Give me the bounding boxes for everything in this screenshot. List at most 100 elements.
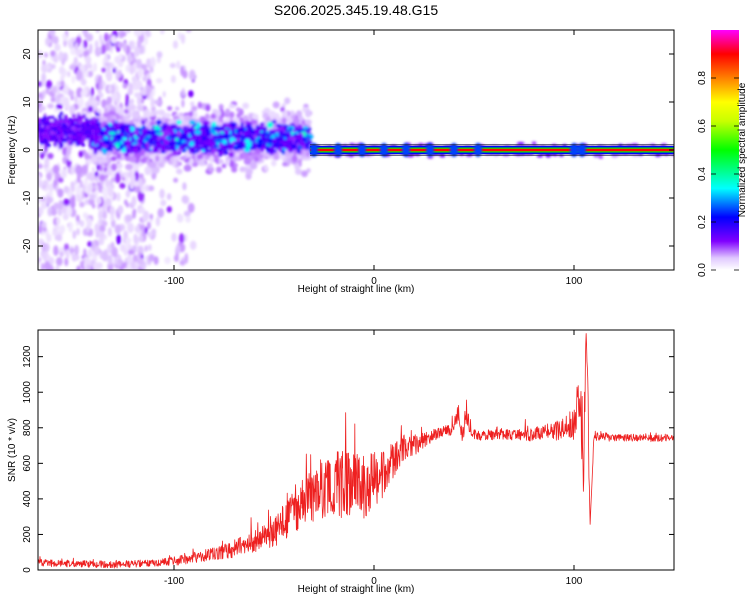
spectrogram-cell [97, 230, 105, 239]
spectrogram-cell [131, 195, 137, 207]
spectrogram-cell [58, 51, 64, 62]
spectrogram-cell [94, 184, 99, 190]
spectrogram-cell [144, 30, 151, 38]
page-title: S206.2025.345.19.48.G15 [274, 2, 438, 18]
spectrogram-cell [47, 115, 52, 120]
spectrogram-cell [105, 169, 112, 176]
spectrogram-cell [38, 224, 43, 234]
spectrogram-cell [118, 53, 123, 60]
spectrogram-cell [67, 120, 72, 125]
spectrogram-cell [119, 140, 124, 145]
spectrogram-cell [56, 216, 61, 226]
spectrogram-cell [40, 200, 48, 210]
spectrogram-cell [76, 228, 80, 236]
spectrogram-cell [251, 152, 257, 159]
spectrogram-cell [63, 114, 68, 119]
spectrogram-cell [115, 142, 120, 149]
spectrogram-cell [124, 109, 129, 114]
spectrogram-cell [45, 64, 51, 71]
spectrogram-cell [98, 224, 106, 233]
spectrogram-cell [155, 155, 160, 162]
spectrogram-cell [297, 124, 303, 129]
spectrogram-cell [225, 108, 231, 115]
spectrogram-cell [84, 177, 89, 188]
spectrogram-cell [160, 199, 167, 207]
spectrogram-cell [63, 198, 70, 206]
spectrogram-cell [66, 139, 71, 144]
spectrogram-cell [101, 44, 107, 55]
spectrogram-cell [259, 122, 265, 127]
spectrogram-cell [178, 145, 182, 150]
spectrogram-cell [138, 207, 146, 214]
spectrogram-cell [57, 125, 62, 130]
spectrogram-cell [208, 138, 213, 143]
spectrogram-cell [38, 257, 42, 263]
spectrogram-cell [50, 137, 55, 142]
spectrogram-cell [281, 110, 289, 118]
spectrogram-cell [94, 223, 100, 234]
spectrogram-cell [70, 166, 75, 175]
spectrogram-cell [261, 145, 265, 151]
spectrogram-cell [191, 105, 198, 112]
spectrogram-cell [149, 161, 157, 169]
spectrogram-cell [152, 146, 159, 154]
spectrogram-cell [187, 202, 195, 213]
spectrogram-cell [140, 87, 148, 96]
spectrogram-cell [192, 144, 198, 149]
spectrogram-cell [118, 69, 122, 78]
spectrogram-cell [149, 65, 154, 74]
spectrogram-cell [126, 140, 131, 145]
spectrogram-cell [45, 79, 53, 90]
spectrogram-cell [104, 139, 108, 144]
spectrogram-cell [98, 174, 106, 182]
spectrogram-cell [97, 143, 103, 151]
spectrogram-cell [174, 106, 180, 111]
spectrogram-cell [140, 134, 145, 139]
spectrogram-cell [56, 230, 64, 236]
spectrogram-cell [136, 39, 142, 48]
spectrogram-cell [228, 151, 235, 158]
spectrogram-cell [110, 214, 115, 222]
spectrogram-cell [143, 131, 149, 136]
spectrogram-cell [112, 136, 116, 144]
spectrogram-cell [277, 127, 281, 132]
spectrogram-cell [83, 30, 89, 38]
spectrogram-cell [205, 104, 211, 112]
spectrogram-cell [122, 115, 128, 121]
spectrogram-cell [182, 119, 191, 126]
spectrogram-cell [91, 116, 96, 121]
spectrogram-cell [163, 112, 172, 118]
spectrogram-cell [95, 30, 100, 33]
spectrogram-cell [258, 139, 263, 146]
spectrogram-cell [123, 152, 130, 157]
spectrogram-cell [220, 144, 225, 149]
spectrogram-cell [102, 81, 107, 87]
spectrogram-cell [242, 102, 250, 109]
spectrogram-cell [281, 149, 286, 155]
spectrogram-cell [142, 75, 148, 82]
spectrogram-cell [251, 113, 259, 120]
spectrogram-cell [134, 46, 140, 57]
spectrogram-cell [93, 148, 98, 155]
spectrogram-cell [245, 168, 254, 175]
spectrogram-cell [185, 30, 192, 33]
spectrogram-cell [87, 248, 92, 258]
spectrogram-cell [47, 152, 54, 160]
spectrogram-cell [214, 138, 221, 142]
spectrogram-cell [275, 123, 281, 128]
spectrogram-cell [71, 181, 75, 193]
spectrogram-cell [292, 136, 296, 142]
spectrogram-cell [246, 133, 252, 138]
spectrogram-cell [189, 119, 196, 125]
spectrogram-cell [235, 138, 241, 143]
spectrogram-cell [242, 115, 249, 121]
spectrogram-cell [296, 148, 301, 154]
spectrogram-cell [59, 133, 64, 138]
spectrogram-cell [45, 37, 51, 47]
spectrogram-cell [218, 133, 224, 139]
spectrogram-cell [179, 155, 188, 161]
spectrogram-cell [132, 208, 137, 215]
spectrogram-cell [159, 188, 165, 199]
spectrogram-cell [144, 245, 148, 252]
